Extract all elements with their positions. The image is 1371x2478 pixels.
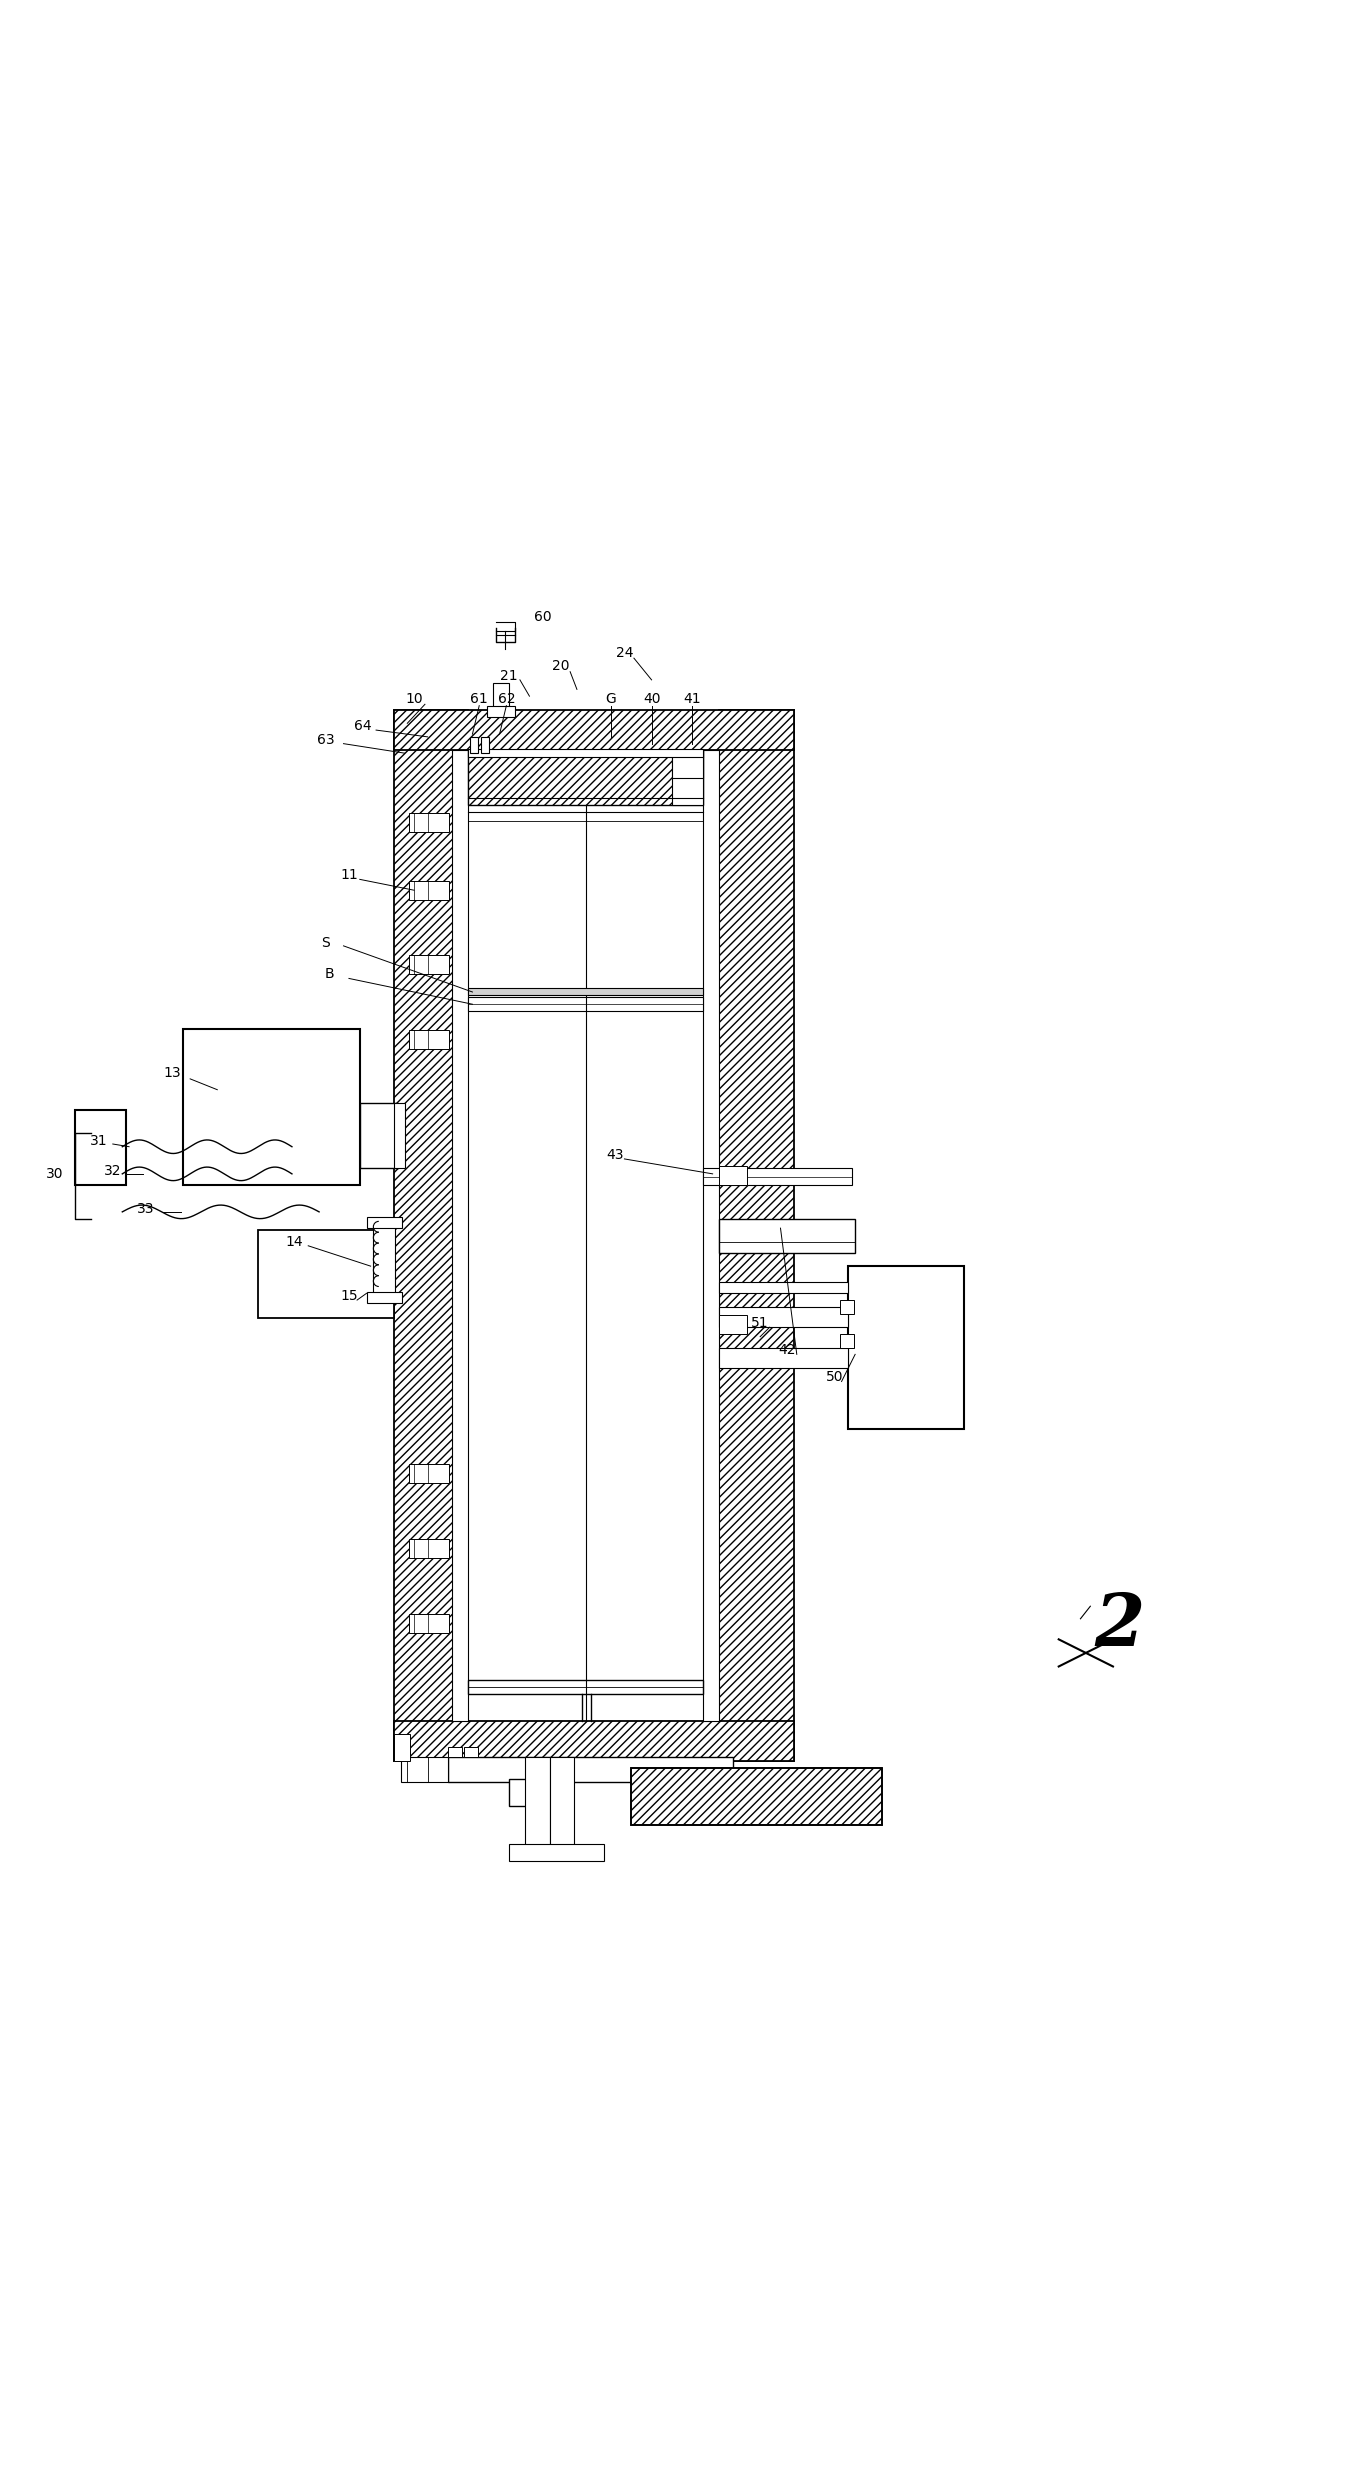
Bar — [720, 1306, 849, 1328]
Text: B: B — [325, 966, 335, 981]
Text: 10: 10 — [406, 691, 422, 706]
Bar — [469, 989, 703, 994]
Text: 43: 43 — [606, 1147, 624, 1162]
Bar — [448, 1747, 462, 1757]
Text: 31: 31 — [90, 1135, 108, 1147]
Bar — [452, 751, 469, 1720]
Text: 2: 2 — [1094, 1591, 1145, 1660]
Bar — [359, 1103, 398, 1170]
Text: 42: 42 — [779, 1343, 797, 1358]
Text: 14: 14 — [285, 1234, 303, 1249]
Bar — [366, 1291, 402, 1303]
Text: 13: 13 — [163, 1066, 181, 1080]
Bar — [720, 1284, 849, 1294]
Bar — [492, 681, 509, 709]
Bar — [469, 751, 720, 1720]
Bar — [849, 1266, 964, 1430]
Text: 51: 51 — [751, 1316, 769, 1331]
Bar — [720, 1316, 747, 1333]
Bar — [840, 1333, 854, 1348]
Bar — [720, 1219, 856, 1251]
Bar — [840, 1301, 854, 1313]
Text: G: G — [606, 691, 616, 706]
Text: 63: 63 — [317, 733, 335, 746]
Bar — [409, 813, 450, 833]
Bar — [465, 1747, 478, 1757]
Bar — [469, 999, 703, 1011]
Bar — [400, 1757, 448, 1782]
Text: 21: 21 — [500, 669, 518, 684]
Text: 24: 24 — [616, 647, 633, 659]
Bar — [393, 709, 794, 751]
Bar — [631, 1769, 883, 1826]
Bar — [184, 1028, 359, 1184]
Bar — [672, 751, 703, 805]
Bar — [409, 957, 450, 974]
Bar — [393, 1720, 794, 1762]
Bar — [720, 709, 794, 1762]
Text: 15: 15 — [340, 1289, 358, 1303]
Bar — [393, 1103, 404, 1170]
Text: 41: 41 — [684, 691, 701, 706]
Bar — [509, 1844, 605, 1861]
Text: 62: 62 — [498, 691, 515, 706]
Text: 11: 11 — [340, 867, 358, 882]
Bar — [75, 1110, 126, 1184]
Text: 33: 33 — [137, 1202, 154, 1217]
Bar — [448, 1757, 733, 1782]
Text: 60: 60 — [535, 610, 551, 624]
Text: 40: 40 — [643, 691, 661, 706]
Bar — [720, 1165, 747, 1184]
Bar — [509, 1779, 563, 1806]
Bar — [703, 1170, 853, 1184]
Bar — [703, 751, 720, 1720]
Bar — [470, 736, 478, 753]
Bar — [373, 1222, 395, 1296]
Text: S: S — [321, 937, 330, 949]
Bar — [672, 751, 703, 778]
Bar — [525, 1757, 550, 1849]
Text: 61: 61 — [470, 691, 488, 706]
Text: 30: 30 — [45, 1167, 63, 1182]
Bar — [258, 1229, 393, 1318]
Bar — [409, 1613, 450, 1633]
Bar — [481, 736, 488, 753]
Text: 32: 32 — [104, 1165, 122, 1177]
Bar — [409, 1539, 450, 1559]
Bar — [550, 1757, 574, 1849]
Bar — [366, 1217, 402, 1229]
Bar — [409, 1031, 450, 1048]
Bar — [409, 1464, 450, 1484]
Bar — [469, 1680, 703, 1692]
Bar — [393, 1735, 410, 1762]
Bar — [469, 751, 703, 805]
Text: 20: 20 — [553, 659, 569, 674]
Text: $\mathregular{\not}$: $\mathregular{\not}$ — [1079, 1606, 1093, 1623]
Bar — [487, 706, 514, 716]
Bar — [720, 1348, 849, 1368]
Text: 50: 50 — [827, 1370, 843, 1385]
Bar — [469, 748, 703, 758]
Bar — [393, 709, 469, 1762]
Bar — [631, 1769, 883, 1826]
Text: 64: 64 — [354, 719, 372, 733]
Bar — [409, 880, 450, 900]
